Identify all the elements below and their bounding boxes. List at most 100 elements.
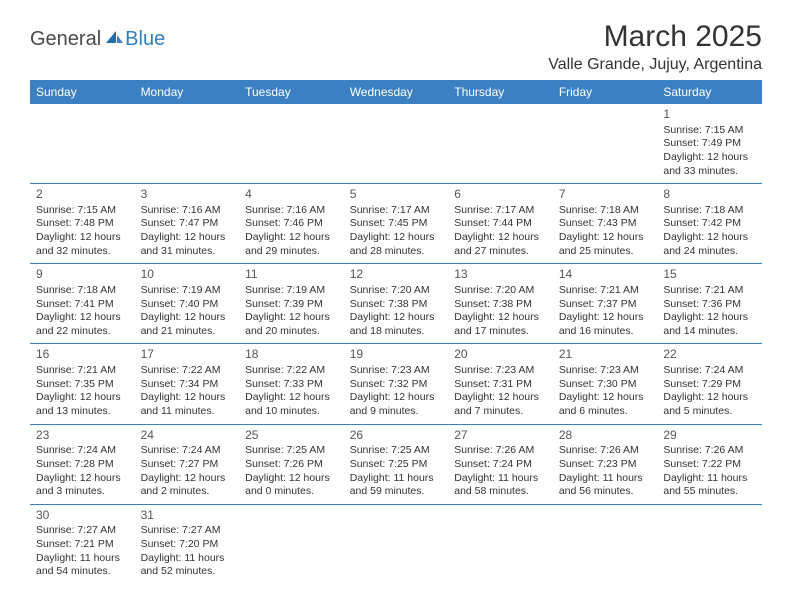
sunset-line: Sunset: 7:23 PM: [559, 458, 652, 472]
sunset-line: Sunset: 7:29 PM: [663, 378, 756, 392]
daylight-line: Daylight: 12 hours and 13 minutes.: [36, 391, 129, 418]
daylight-line: Daylight: 11 hours and 58 minutes.: [454, 472, 547, 499]
day-number: 10: [141, 267, 234, 283]
sunset-line: Sunset: 7:31 PM: [454, 378, 547, 392]
day-number: 17: [141, 347, 234, 363]
sunrise-line: Sunrise: 7:21 AM: [663, 284, 756, 298]
day-of-week-header: Sunday: [30, 80, 135, 104]
sunrise-line: Sunrise: 7:24 AM: [141, 444, 234, 458]
day-number: 25: [245, 428, 338, 444]
calendar-day-cell: 12Sunrise: 7:20 AMSunset: 7:38 PMDayligh…: [344, 264, 449, 344]
sunset-line: Sunset: 7:27 PM: [141, 458, 234, 472]
day-number: 28: [559, 428, 652, 444]
calendar-empty-cell: [448, 104, 553, 184]
day-number: 23: [36, 428, 129, 444]
calendar-day-cell: 18Sunrise: 7:22 AMSunset: 7:33 PMDayligh…: [239, 344, 344, 424]
sunset-line: Sunset: 7:34 PM: [141, 378, 234, 392]
day-number: 30: [36, 508, 129, 524]
sunrise-line: Sunrise: 7:27 AM: [36, 524, 129, 538]
calendar-day-cell: 5Sunrise: 7:17 AMSunset: 7:45 PMDaylight…: [344, 184, 449, 264]
calendar-table: SundayMondayTuesdayWednesdayThursdayFrid…: [30, 80, 762, 584]
location-label: Valle Grande, Jujuy, Argentina: [548, 56, 762, 74]
sunrise-line: Sunrise: 7:25 AM: [245, 444, 338, 458]
daylight-line: Daylight: 12 hours and 3 minutes.: [36, 472, 129, 499]
sunset-line: Sunset: 7:42 PM: [663, 217, 756, 231]
daylight-line: Daylight: 11 hours and 56 minutes.: [559, 472, 652, 499]
calendar-empty-cell: [344, 104, 449, 184]
sunset-line: Sunset: 7:33 PM: [245, 378, 338, 392]
calendar-empty-cell: [553, 504, 658, 584]
calendar-day-cell: 27Sunrise: 7:26 AMSunset: 7:24 PMDayligh…: [448, 424, 553, 504]
daylight-line: Daylight: 12 hours and 5 minutes.: [663, 391, 756, 418]
calendar-day-cell: 11Sunrise: 7:19 AMSunset: 7:39 PMDayligh…: [239, 264, 344, 344]
sunrise-line: Sunrise: 7:16 AM: [141, 204, 234, 218]
sunrise-line: Sunrise: 7:19 AM: [141, 284, 234, 298]
sunset-line: Sunset: 7:46 PM: [245, 217, 338, 231]
day-of-week-header: Wednesday: [344, 80, 449, 104]
sunrise-line: Sunrise: 7:23 AM: [559, 364, 652, 378]
day-number: 15: [663, 267, 756, 283]
sunrise-line: Sunrise: 7:22 AM: [245, 364, 338, 378]
daylight-line: Daylight: 12 hours and 11 minutes.: [141, 391, 234, 418]
daylight-line: Daylight: 11 hours and 55 minutes.: [663, 472, 756, 499]
day-of-week-header: Tuesday: [239, 80, 344, 104]
sunrise-line: Sunrise: 7:21 AM: [36, 364, 129, 378]
daylight-line: Daylight: 12 hours and 6 minutes.: [559, 391, 652, 418]
sunset-line: Sunset: 7:38 PM: [350, 298, 443, 312]
calendar-day-cell: 3Sunrise: 7:16 AMSunset: 7:47 PMDaylight…: [135, 184, 240, 264]
title-block: March 2025 Valle Grande, Jujuy, Argentin…: [548, 20, 762, 74]
day-number: 4: [245, 187, 338, 203]
day-number: 3: [141, 187, 234, 203]
sunset-line: Sunset: 7:44 PM: [454, 217, 547, 231]
sunset-line: Sunset: 7:47 PM: [141, 217, 234, 231]
day-number: 21: [559, 347, 652, 363]
day-number: 26: [350, 428, 443, 444]
day-number: 7: [559, 187, 652, 203]
calendar-day-cell: 31Sunrise: 7:27 AMSunset: 7:20 PMDayligh…: [135, 504, 240, 584]
sunrise-line: Sunrise: 7:21 AM: [559, 284, 652, 298]
calendar-empty-cell: [657, 504, 762, 584]
brand-part1: General: [30, 28, 101, 51]
daylight-line: Daylight: 12 hours and 21 minutes.: [141, 311, 234, 338]
daylight-line: Daylight: 12 hours and 16 minutes.: [559, 311, 652, 338]
sunset-line: Sunset: 7:21 PM: [36, 538, 129, 552]
sunset-line: Sunset: 7:49 PM: [663, 137, 756, 151]
day-number: 5: [350, 187, 443, 203]
day-number: 14: [559, 267, 652, 283]
sunset-line: Sunset: 7:28 PM: [36, 458, 129, 472]
calendar-day-cell: 23Sunrise: 7:24 AMSunset: 7:28 PMDayligh…: [30, 424, 135, 504]
daylight-line: Daylight: 12 hours and 18 minutes.: [350, 311, 443, 338]
brand-part2: Blue: [125, 28, 165, 51]
sunset-line: Sunset: 7:22 PM: [663, 458, 756, 472]
calendar-empty-cell: [448, 504, 553, 584]
calendar-empty-cell: [553, 104, 658, 184]
daylight-line: Daylight: 12 hours and 24 minutes.: [663, 231, 756, 258]
calendar-week-row: 16Sunrise: 7:21 AMSunset: 7:35 PMDayligh…: [30, 344, 762, 424]
calendar-day-cell: 9Sunrise: 7:18 AMSunset: 7:41 PMDaylight…: [30, 264, 135, 344]
sunset-line: Sunset: 7:48 PM: [36, 217, 129, 231]
daylight-line: Daylight: 12 hours and 22 minutes.: [36, 311, 129, 338]
calendar-week-row: 30Sunrise: 7:27 AMSunset: 7:21 PMDayligh…: [30, 504, 762, 584]
calendar-week-row: 9Sunrise: 7:18 AMSunset: 7:41 PMDaylight…: [30, 264, 762, 344]
calendar-day-cell: 2Sunrise: 7:15 AMSunset: 7:48 PMDaylight…: [30, 184, 135, 264]
sunrise-line: Sunrise: 7:17 AM: [350, 204, 443, 218]
daylight-line: Daylight: 12 hours and 9 minutes.: [350, 391, 443, 418]
daylight-line: Daylight: 12 hours and 17 minutes.: [454, 311, 547, 338]
day-number: 27: [454, 428, 547, 444]
sunrise-line: Sunrise: 7:24 AM: [36, 444, 129, 458]
sunrise-line: Sunrise: 7:24 AM: [663, 364, 756, 378]
calendar-day-cell: 22Sunrise: 7:24 AMSunset: 7:29 PMDayligh…: [657, 344, 762, 424]
day-of-week-header: Saturday: [657, 80, 762, 104]
day-number: 6: [454, 187, 547, 203]
calendar-day-cell: 7Sunrise: 7:18 AMSunset: 7:43 PMDaylight…: [553, 184, 658, 264]
sunset-line: Sunset: 7:20 PM: [141, 538, 234, 552]
daylight-line: Daylight: 12 hours and 33 minutes.: [663, 151, 756, 178]
day-number: 8: [663, 187, 756, 203]
daylight-line: Daylight: 11 hours and 59 minutes.: [350, 472, 443, 499]
calendar-day-cell: 29Sunrise: 7:26 AMSunset: 7:22 PMDayligh…: [657, 424, 762, 504]
calendar-empty-cell: [239, 104, 344, 184]
day-number: 2: [36, 187, 129, 203]
calendar-day-cell: 19Sunrise: 7:23 AMSunset: 7:32 PMDayligh…: [344, 344, 449, 424]
sunrise-line: Sunrise: 7:19 AM: [245, 284, 338, 298]
day-number: 12: [350, 267, 443, 283]
